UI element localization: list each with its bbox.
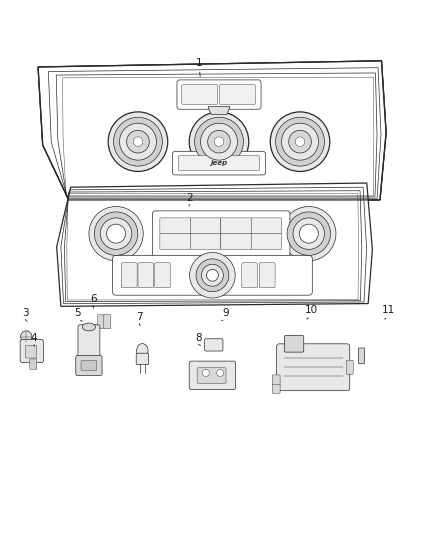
Circle shape [94, 212, 138, 255]
Circle shape [108, 112, 168, 172]
Circle shape [289, 131, 311, 153]
Circle shape [113, 117, 162, 166]
Circle shape [287, 212, 331, 255]
Circle shape [196, 259, 229, 292]
Circle shape [106, 224, 126, 243]
Circle shape [208, 131, 230, 153]
Text: 4: 4 [31, 333, 38, 343]
FancyBboxPatch shape [242, 263, 258, 288]
Circle shape [206, 269, 219, 281]
Circle shape [190, 253, 235, 298]
Text: 9: 9 [222, 309, 229, 318]
FancyBboxPatch shape [277, 344, 350, 391]
Ellipse shape [82, 323, 95, 331]
FancyBboxPatch shape [136, 353, 148, 365]
Text: 3: 3 [22, 309, 29, 318]
Text: 5: 5 [74, 309, 81, 318]
FancyBboxPatch shape [25, 345, 37, 358]
FancyBboxPatch shape [189, 361, 236, 390]
FancyBboxPatch shape [190, 233, 221, 249]
FancyBboxPatch shape [138, 263, 154, 288]
FancyBboxPatch shape [285, 335, 304, 352]
Text: 7: 7 [136, 312, 143, 322]
FancyBboxPatch shape [20, 340, 43, 362]
FancyBboxPatch shape [251, 218, 282, 233]
Ellipse shape [137, 344, 148, 358]
Text: 11: 11 [381, 305, 395, 316]
Circle shape [127, 131, 149, 153]
Text: 2: 2 [186, 193, 193, 203]
FancyBboxPatch shape [81, 361, 97, 370]
Polygon shape [57, 183, 372, 306]
Circle shape [189, 112, 249, 172]
FancyBboxPatch shape [104, 314, 111, 329]
FancyBboxPatch shape [98, 314, 105, 329]
Circle shape [202, 369, 209, 376]
Circle shape [133, 137, 143, 147]
Text: 1: 1 [196, 58, 203, 68]
Text: 8: 8 [195, 333, 202, 343]
Circle shape [21, 331, 32, 342]
FancyBboxPatch shape [221, 218, 251, 233]
Circle shape [217, 369, 224, 376]
FancyBboxPatch shape [219, 85, 255, 104]
Circle shape [282, 206, 336, 261]
FancyBboxPatch shape [152, 211, 290, 256]
FancyBboxPatch shape [113, 255, 312, 295]
FancyBboxPatch shape [121, 263, 137, 288]
FancyBboxPatch shape [251, 233, 282, 249]
Circle shape [120, 123, 156, 160]
FancyBboxPatch shape [182, 85, 218, 104]
FancyBboxPatch shape [259, 263, 275, 288]
Circle shape [299, 224, 318, 243]
FancyBboxPatch shape [178, 156, 260, 171]
FancyBboxPatch shape [190, 218, 221, 233]
FancyBboxPatch shape [173, 151, 265, 175]
Circle shape [282, 123, 318, 160]
FancyBboxPatch shape [272, 375, 280, 384]
Circle shape [270, 112, 330, 172]
Text: 6: 6 [90, 294, 97, 304]
FancyBboxPatch shape [205, 339, 223, 351]
FancyBboxPatch shape [76, 356, 102, 376]
FancyBboxPatch shape [160, 218, 190, 233]
Text: Jeep: Jeep [210, 160, 228, 166]
Circle shape [214, 137, 224, 147]
Polygon shape [38, 61, 386, 200]
Circle shape [201, 264, 223, 286]
Circle shape [100, 218, 132, 249]
FancyBboxPatch shape [346, 360, 353, 374]
FancyBboxPatch shape [221, 233, 251, 249]
FancyBboxPatch shape [358, 348, 364, 364]
FancyBboxPatch shape [177, 80, 261, 109]
Circle shape [276, 117, 325, 166]
Text: 10: 10 [304, 305, 318, 316]
FancyBboxPatch shape [78, 325, 100, 361]
Circle shape [295, 137, 305, 147]
Polygon shape [208, 107, 230, 115]
Circle shape [89, 206, 143, 261]
Circle shape [293, 218, 325, 249]
Circle shape [201, 123, 237, 160]
FancyBboxPatch shape [160, 233, 190, 249]
FancyBboxPatch shape [197, 368, 226, 383]
FancyBboxPatch shape [155, 263, 170, 288]
FancyBboxPatch shape [272, 384, 280, 393]
Circle shape [194, 117, 244, 166]
FancyBboxPatch shape [30, 359, 37, 369]
